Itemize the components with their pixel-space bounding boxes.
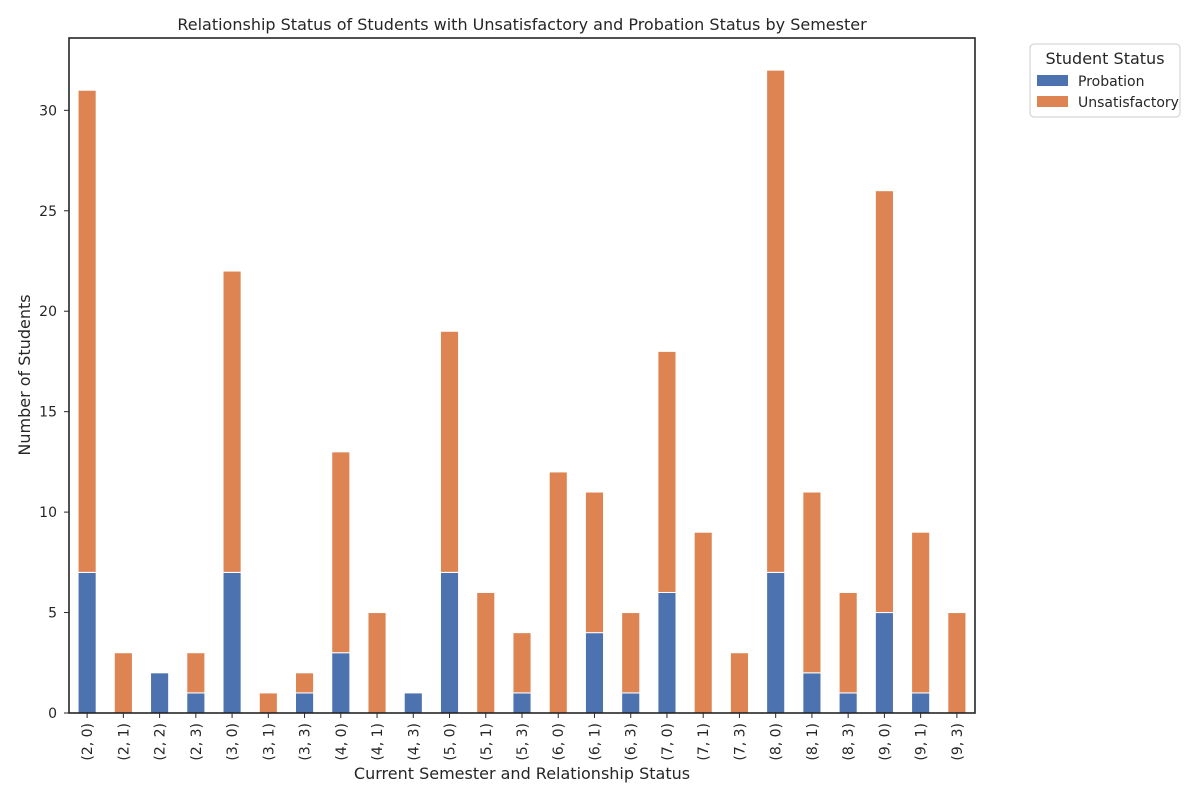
bar-probation-8 xyxy=(331,652,351,714)
legend-label-unsatisfactory: Unsatisfactory xyxy=(1078,95,1179,111)
legend-title: Student Status xyxy=(1045,49,1164,68)
bar-probation-24 xyxy=(911,692,931,714)
x-tick-label: (3, 3) xyxy=(298,723,314,761)
bar-unsatisfactory-8 xyxy=(331,451,351,654)
x-tick-label: (9, 1) xyxy=(914,723,930,761)
x-tick-label: (7, 1) xyxy=(696,723,712,761)
bar-unsatisfactory-13 xyxy=(512,632,532,694)
bar-probation-17 xyxy=(657,591,677,714)
x-tick-label: (4, 1) xyxy=(370,723,386,761)
bar-unsatisfactory-15 xyxy=(584,491,605,634)
legend: Student Status Probation Unsatisfactory xyxy=(1029,43,1181,118)
x-tick-label: (5, 3) xyxy=(515,723,531,761)
legend-swatch-unsatisfactory xyxy=(1037,96,1068,107)
x-tick-label: (2, 1) xyxy=(116,723,132,761)
x-tick-label: (3, 1) xyxy=(261,723,277,761)
bar-unsatisfactory-14 xyxy=(548,471,568,714)
x-tick-label: (4, 3) xyxy=(406,723,422,761)
x-tick-label: (8, 0) xyxy=(769,723,785,761)
y-axis-title: Number of Students xyxy=(15,294,34,455)
bars-layer xyxy=(77,69,967,714)
bar-probation-22 xyxy=(838,692,858,714)
bar-unsatisfactory-16 xyxy=(621,612,641,694)
bar-probation-13 xyxy=(512,692,532,714)
bar-unsatisfactory-19 xyxy=(729,652,750,714)
x-tick-label: (6, 0) xyxy=(551,723,567,761)
bar-probation-23 xyxy=(874,612,894,714)
bar-probation-4 xyxy=(186,692,206,714)
x-tick-label: (3, 0) xyxy=(225,723,241,761)
bar-unsatisfactory-24 xyxy=(911,531,931,694)
x-axis-ticks: (2, 0) (2, 1) (2, 2) (2, 3) (3, 0) (3, 1) (3, … xyxy=(80,713,966,761)
x-tick-label: (2, 3) xyxy=(189,723,205,761)
x-tick-label: (6, 3) xyxy=(624,723,640,761)
bar-probation-16 xyxy=(621,692,641,714)
y-tick-label: 30 xyxy=(39,103,57,119)
bar-unsatisfactory-23 xyxy=(874,190,894,614)
x-tick-label: (8, 3) xyxy=(841,723,857,761)
bar-unsatisfactory-4 xyxy=(186,652,206,694)
bar-unsatisfactory-6 xyxy=(258,692,278,714)
x-tick-label: (2, 2) xyxy=(153,723,169,761)
bar-unsatisfactory-5 xyxy=(222,270,242,573)
bar-unsatisfactory-11 xyxy=(439,330,460,573)
bar-probation-21 xyxy=(802,672,822,714)
bar-unsatisfactory-20 xyxy=(766,69,786,573)
x-tick-label: (2, 0) xyxy=(80,723,96,761)
y-tick-label: 5 xyxy=(48,606,57,622)
x-axis-title: Current Semester and Relationship Status xyxy=(354,764,690,783)
bar-unsatisfactory-18 xyxy=(693,531,713,714)
x-tick-label: (7, 0) xyxy=(660,723,676,761)
bar-probation-15 xyxy=(584,632,605,714)
bar-probation-5 xyxy=(222,571,242,714)
chart-title: Relationship Status of Students with Uns… xyxy=(177,15,867,34)
x-tick-label: (9, 0) xyxy=(877,723,893,761)
y-tick-label: 0 xyxy=(48,706,57,722)
bar-probation-20 xyxy=(766,571,786,714)
x-tick-label: (8, 1) xyxy=(805,723,821,761)
y-axis-ticks: 0 5 10 15 20 25 30 xyxy=(39,103,69,722)
x-tick-label: (5, 0) xyxy=(443,723,459,761)
bar-unsatisfactory-21 xyxy=(802,491,822,674)
bar-unsatisfactory-22 xyxy=(838,591,858,694)
x-tick-label: (4, 0) xyxy=(334,723,350,761)
bar-unsatisfactory-25 xyxy=(947,612,967,714)
y-tick-label: 10 xyxy=(39,505,57,521)
y-tick-label: 20 xyxy=(39,304,57,320)
legend-label-probation: Probation xyxy=(1078,74,1145,90)
x-tick-label: (5, 1) xyxy=(479,723,495,761)
bar-probation-7 xyxy=(295,692,315,714)
bar-unsatisfactory-9 xyxy=(367,612,387,714)
x-tick-label: (7, 3) xyxy=(732,723,748,761)
bar-unsatisfactory-17 xyxy=(657,350,677,593)
bar-unsatisfactory-1 xyxy=(77,89,97,573)
x-tick-label: (9, 3) xyxy=(950,723,966,761)
y-tick-label: 15 xyxy=(39,405,57,421)
bar-probation-3 xyxy=(150,672,170,714)
bar-unsatisfactory-12 xyxy=(476,591,496,714)
bar-probation-11 xyxy=(439,571,460,714)
plot-frame xyxy=(68,37,976,714)
bar-unsatisfactory-7 xyxy=(295,672,315,694)
legend-swatch-probation xyxy=(1037,75,1068,86)
x-tick-label: (6, 1) xyxy=(587,723,603,761)
y-tick-label: 25 xyxy=(39,204,57,220)
bar-unsatisfactory-2 xyxy=(113,652,133,714)
bar-probation-1 xyxy=(77,571,97,714)
bar-probation-10 xyxy=(403,692,423,714)
